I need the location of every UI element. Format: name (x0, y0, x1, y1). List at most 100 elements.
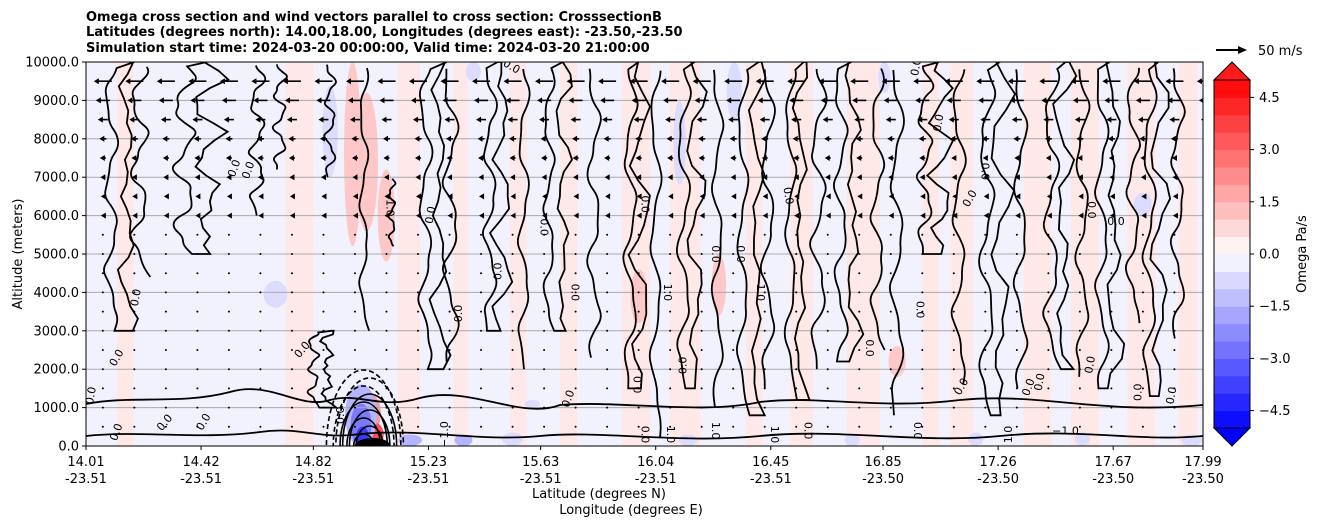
wind-vector (1141, 349, 1144, 351)
colorbar-level (1214, 341, 1250, 359)
wind-vector (1046, 193, 1052, 200)
wind-vector (761, 155, 768, 161)
omega-contour-core (354, 438, 391, 446)
wind-vector (416, 193, 422, 200)
wind-vector (322, 425, 325, 428)
wind-vector (858, 272, 861, 275)
wind-vector (795, 425, 798, 428)
y-tick-label: 1000.0 (34, 401, 80, 416)
wind-vector (763, 233, 766, 236)
wind-vector (227, 368, 230, 371)
wind-vector (730, 174, 736, 181)
omega-contour (86, 429, 1203, 440)
wind-vector (447, 212, 453, 219)
omega-contour (129, 66, 152, 278)
wind-vector (417, 368, 420, 371)
wind-vector (1102, 78, 1121, 85)
wind-vector (101, 272, 104, 275)
wind-vector (921, 233, 924, 236)
wind-vector (1110, 233, 1113, 236)
wind-vector (698, 155, 705, 161)
wind-vector (820, 97, 835, 104)
wind-vector (417, 310, 420, 313)
wind-vector (1141, 329, 1144, 332)
omega-contour (332, 385, 395, 446)
wind-vector (543, 291, 546, 294)
wind-vector (921, 310, 924, 313)
wind-vector (101, 329, 104, 332)
wind-vector (636, 193, 642, 200)
wind-vector (101, 291, 104, 294)
wind-vector (196, 253, 199, 255)
colorbar-level (1214, 410, 1250, 429)
wind-vector (637, 272, 640, 275)
wind-vector (1173, 253, 1176, 255)
wind-vector (289, 193, 295, 200)
wind-vector (1110, 387, 1113, 390)
wind-vector (290, 272, 293, 275)
wind-vector (604, 155, 611, 161)
x-tick-label-lat: 15.63 (522, 455, 559, 470)
omega-contour (676, 62, 708, 390)
wind-vector (1205, 291, 1207, 293)
wind-vector (188, 78, 207, 85)
wind-vector (600, 97, 615, 104)
contour-label: 0.0 (128, 288, 144, 307)
wind-vector (762, 212, 768, 219)
wind-vector (158, 97, 173, 104)
wind-vector (480, 329, 483, 332)
wind-vector (133, 310, 136, 313)
wind-vector (889, 425, 892, 428)
wind-vector (384, 193, 390, 200)
wind-vector (984, 233, 987, 236)
wind-vector (1169, 116, 1180, 123)
wind-vector (669, 406, 672, 409)
wind-vector (729, 135, 737, 142)
wind-vector (543, 310, 546, 313)
wind-vector (794, 193, 800, 200)
contour-label: 0.0 (239, 160, 257, 181)
wind-vector (219, 78, 238, 85)
wind-vector (763, 291, 766, 294)
wind-vector (1140, 174, 1146, 181)
wind-vector (543, 233, 546, 236)
wind-vector (1173, 272, 1176, 275)
wind-vector (952, 310, 955, 313)
wind-vector (511, 387, 514, 390)
y-tick-label: 3000.0 (34, 324, 80, 339)
wind-vector (227, 310, 230, 313)
wind-vector (480, 387, 483, 390)
wind-vector (566, 78, 585, 85)
wind-vector (543, 425, 546, 428)
wind-vector (889, 406, 892, 409)
wind-vector (543, 406, 546, 409)
omega-contour (417, 62, 452, 371)
wind-vector (193, 135, 201, 142)
wind-vector (227, 349, 230, 351)
wind-vector (1047, 253, 1050, 255)
x-tick-label-lon: -23.51 (750, 472, 792, 487)
wind-vector (416, 212, 422, 219)
wind-vector (795, 233, 798, 236)
wind-vector (885, 116, 896, 123)
wind-vector (99, 155, 106, 161)
wind-vector (290, 233, 293, 236)
wind-vector (100, 212, 106, 219)
wind-vector (1078, 310, 1081, 313)
contour-label: 0.0 (734, 245, 747, 263)
wind-vector (1173, 329, 1176, 332)
wind-vector (255, 116, 266, 123)
wind-vector (826, 291, 829, 294)
x-tick-label-lat: 14.82 (295, 455, 332, 470)
wind-vector (1110, 272, 1113, 275)
omega-negative-cell (844, 434, 860, 446)
wind-vector (507, 116, 518, 123)
wind-vector (856, 155, 863, 161)
wind-vector (195, 193, 201, 200)
wind-vector (505, 97, 520, 104)
wind-vector (763, 406, 766, 409)
wind-vector (444, 116, 455, 123)
wind-vector (1196, 78, 1203, 85)
wind-vector (384, 212, 390, 219)
wind-vector (1072, 97, 1087, 104)
